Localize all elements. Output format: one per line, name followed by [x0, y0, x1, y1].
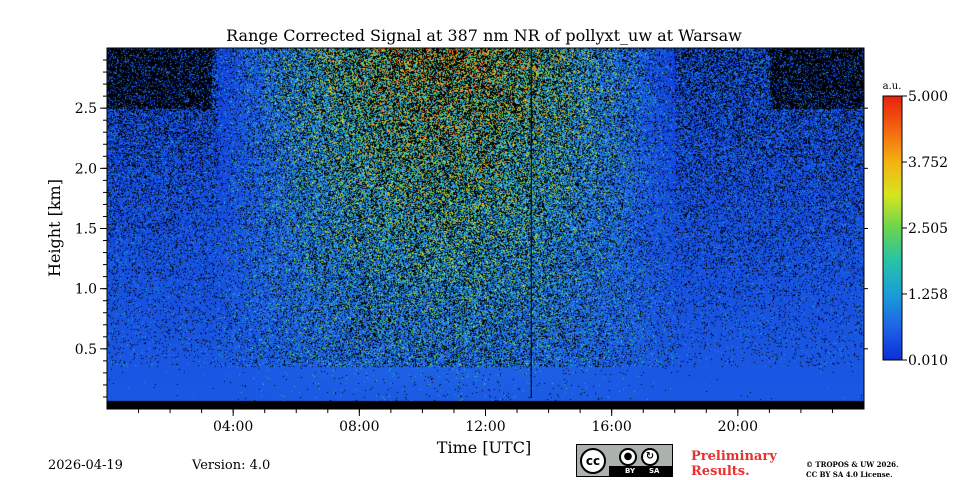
cc-license-badge: cc ● ↻ BY SA: [576, 444, 673, 477]
x-tick-label: 20:00: [718, 419, 758, 435]
colorbar-unit: a.u.: [883, 81, 902, 92]
chart-title: Range Corrected Signal at 387 nm NR of p…: [226, 26, 742, 45]
cc-badge-strip: BY SA: [609, 466, 672, 476]
cc-icon: cc: [580, 448, 606, 474]
y-tick-label: 1.5: [75, 222, 97, 238]
y-axis-label: Height [km]: [45, 179, 64, 277]
colorbar-gradient: [882, 95, 903, 361]
colorbar-tick-label: 1.258: [908, 287, 948, 303]
y-tick-label: 2.5: [75, 101, 97, 117]
y-tick-label: 2.0: [75, 161, 97, 177]
colorbar: a.u. 5.000 3.752 2.505 1.258 0.010: [882, 81, 948, 369]
date-label: 2026-04-19: [48, 458, 123, 473]
y-axis-ticks: 0.5 1.0 1.5 2.0 2.5: [75, 59, 868, 398]
x-axis-ticks: 04:00 08:00 12:00 16:00 20:00: [138, 48, 833, 435]
x-axis-label: Time [UTC]: [437, 438, 531, 457]
x-tick-label: 04:00: [213, 419, 253, 435]
colorbar-tick-label: 5.000: [908, 89, 948, 105]
share-alike-icon: ↻: [641, 448, 659, 466]
colorbar-tick-label: 3.752: [908, 155, 948, 171]
x-tick-label: 16:00: [591, 419, 631, 435]
preliminary-line-2: Results.: [691, 464, 750, 479]
license-line-2: CC BY SA 4.0 License.: [806, 470, 893, 479]
preliminary-results-note: Preliminary Results.: [691, 449, 777, 479]
cc-by-label: BY: [625, 467, 636, 475]
attribution-icon: ●: [619, 448, 637, 466]
y-tick-label: 0.5: [75, 342, 97, 358]
cc-sa-label: SA: [649, 467, 660, 475]
preliminary-line-1: Preliminary: [691, 449, 777, 464]
x-tick-label: 08:00: [339, 419, 379, 435]
colorbar-ticks: 5.000 3.752 2.505 1.258 0.010: [902, 89, 948, 369]
license-note: © TROPOS & UW 2026. CC BY SA 4.0 License…: [806, 460, 899, 480]
colorbar-tick-label: 2.505: [908, 221, 948, 237]
version-label: Version: 4.0: [192, 458, 271, 473]
x-tick-label: 12:00: [465, 419, 505, 435]
heatmap-canvas: [107, 48, 864, 409]
plot-area: 04:00 08:00 12:00 16:00 20:00 0.5 1.0 1.5 2.0 2.…: [75, 47, 868, 435]
colorbar-tick-label: 0.010: [908, 353, 948, 369]
license-line-1: © TROPOS & UW 2026.: [806, 460, 899, 469]
y-tick-label: 1.0: [75, 282, 97, 298]
heatmap-canvas-wrapper: [107, 48, 864, 409]
